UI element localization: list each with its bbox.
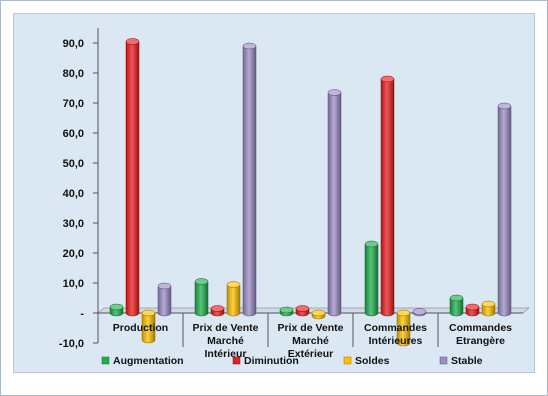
legend-swatch-soldes xyxy=(343,356,352,365)
bar-top-augmentation-2 xyxy=(279,306,294,314)
bar-augmentation-3 xyxy=(364,243,379,317)
bar-top-soldes-3 xyxy=(396,309,411,317)
y-tick-label: -10,0 xyxy=(59,338,84,350)
bar-soldes-3 xyxy=(396,312,411,347)
bar-top-diminution-1 xyxy=(210,305,225,312)
y-tick-label: 50,0 xyxy=(63,158,84,170)
y-tick-label: 20,0 xyxy=(63,248,84,260)
chart-area: 90,0 80,0 70,0 60,0 50,0 40,0 30,0 20,0 10,0 - -10… xyxy=(13,13,535,373)
bar-top-stable-2 xyxy=(327,89,342,96)
category-label: Intérieures xyxy=(369,335,423,347)
bar-top-stable-3 xyxy=(412,308,427,315)
bar-diminution-3 xyxy=(380,78,395,317)
y-tick-label: 30,0 xyxy=(63,218,84,230)
bar-stable-0 xyxy=(157,285,172,317)
category-label: Prix de Vente xyxy=(193,322,259,334)
bar-augmentation-1 xyxy=(194,281,209,317)
category-label: Prix de Vente xyxy=(278,322,344,334)
category-label: Extérieur xyxy=(288,348,334,360)
legend-label-stable: Stable xyxy=(451,355,483,367)
bar-top-stable-1 xyxy=(242,42,257,50)
bar-top-diminution-3 xyxy=(380,75,395,83)
bar-augmentation-4 xyxy=(449,297,464,317)
category-label: Commandes xyxy=(449,322,512,334)
bar-top-augmentation-3 xyxy=(364,240,379,248)
legend-label-soldes: Soldes xyxy=(355,355,390,367)
category-label: Marché xyxy=(207,335,244,347)
bar-top-soldes-4 xyxy=(481,300,496,308)
category-label: Etrangère xyxy=(456,335,505,347)
y-tick-label: 70,0 xyxy=(63,98,84,110)
bar-top-augmentation-1 xyxy=(194,278,209,285)
y-tick-label: - xyxy=(80,308,84,320)
y-tick-label: 90,0 xyxy=(63,38,84,50)
y-tick-label: 80,0 xyxy=(63,68,84,80)
bar-soldes-1 xyxy=(226,284,241,317)
bar-chart: 90,0 80,0 70,0 60,0 50,0 40,0 30,0 20,0 10,0 - -10… xyxy=(59,28,530,367)
bar-top-diminution-0 xyxy=(125,38,140,45)
bar-top-diminution-4 xyxy=(465,303,480,311)
bar-top-diminution-2 xyxy=(295,305,310,312)
bar-top-soldes-0 xyxy=(141,309,156,317)
category-label: Marché xyxy=(292,335,329,347)
legend-swatch-diminution xyxy=(232,356,241,365)
bar-top-stable-0 xyxy=(157,282,172,290)
bar-top-augmentation-4 xyxy=(449,294,464,302)
legend-label-diminution: Diminution xyxy=(244,355,299,367)
bar-top-soldes-2 xyxy=(311,309,326,317)
bar-soldes-0 xyxy=(141,312,156,344)
bar-stable-1 xyxy=(242,45,257,317)
y-tick-label: 10,0 xyxy=(63,278,84,290)
category-label: Commandes xyxy=(364,322,427,334)
legend-swatch-stable xyxy=(439,356,448,365)
y-tick-label: 40,0 xyxy=(63,188,84,200)
bar-soldes-4 xyxy=(481,303,496,317)
bar-diminution-0 xyxy=(125,41,140,317)
bar-stable-2 xyxy=(327,92,342,317)
legend-label-augmentation: Augmentation xyxy=(113,355,184,367)
legend-swatch-augmentation xyxy=(101,356,110,365)
bar-top-soldes-1 xyxy=(226,281,241,288)
bar-stable-4 xyxy=(497,105,512,317)
bar-top-stable-4 xyxy=(497,102,512,110)
category-label: Production xyxy=(113,322,168,334)
y-tick-label: 60,0 xyxy=(63,128,84,140)
bar-top-augmentation-0 xyxy=(109,303,124,311)
